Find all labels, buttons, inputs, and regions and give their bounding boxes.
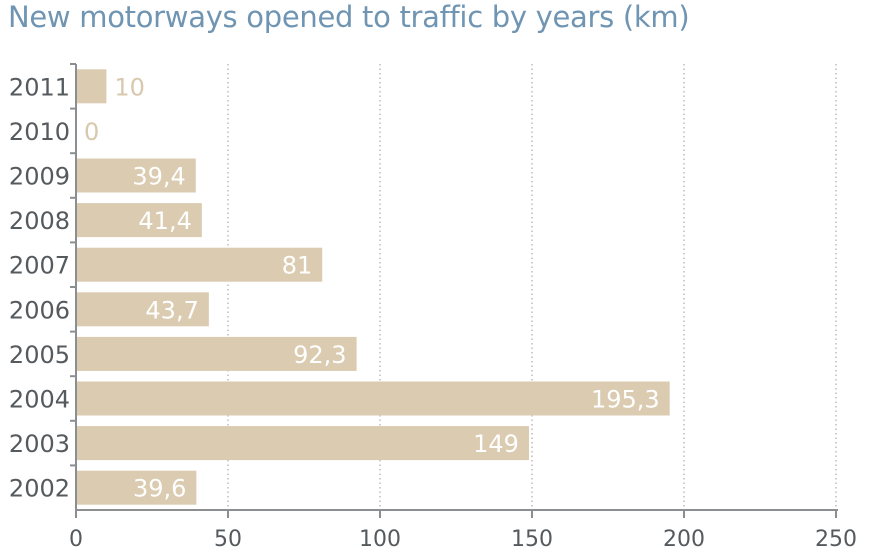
- x-tick-label: 50: [214, 527, 242, 552]
- data-label: 43,7: [145, 296, 198, 324]
- data-label: 10: [114, 73, 145, 101]
- x-tick-label: 150: [511, 527, 553, 552]
- category-label: 2006: [9, 296, 70, 324]
- bar: [76, 292, 209, 327]
- bar: [76, 470, 197, 505]
- data-label: 0: [84, 118, 99, 146]
- category-label: 2007: [9, 252, 70, 280]
- data-label: 41,4: [138, 207, 191, 235]
- bar: [76, 69, 107, 104]
- category-label: 2008: [9, 207, 70, 235]
- chart-title: New motorways opened to traffic by years…: [8, 0, 690, 34]
- category-label: 2002: [9, 475, 70, 503]
- bar: [76, 381, 670, 416]
- category-label: 2009: [9, 163, 70, 191]
- data-label: 92,3: [293, 341, 346, 369]
- x-tick-label: 250: [815, 527, 857, 552]
- bar: [76, 247, 323, 282]
- category-label: 2005: [9, 341, 70, 369]
- bars: [76, 69, 670, 505]
- axes: [70, 63, 838, 518]
- category-label: 2010: [9, 118, 70, 146]
- labels: 10 2011 0 2010 39,4 2009 41,4 2008 81 2007 43,7 200…: [9, 73, 857, 552]
- data-label: 39,4: [132, 163, 185, 191]
- category-label: 2011: [9, 73, 70, 101]
- category-label: 2003: [9, 430, 70, 458]
- bar: [76, 203, 202, 238]
- x-tick-label: 0: [69, 527, 83, 552]
- data-label: 81: [282, 252, 313, 280]
- bar: [76, 336, 357, 371]
- bar: [76, 158, 196, 193]
- category-label: 2004: [9, 386, 70, 414]
- x-tick-label: 200: [663, 527, 705, 552]
- x-tick-label: 100: [359, 527, 401, 552]
- bar: [76, 426, 529, 461]
- data-label: 39,6: [133, 475, 186, 503]
- data-label: 195,3: [591, 386, 660, 414]
- data-label: 149: [473, 430, 519, 458]
